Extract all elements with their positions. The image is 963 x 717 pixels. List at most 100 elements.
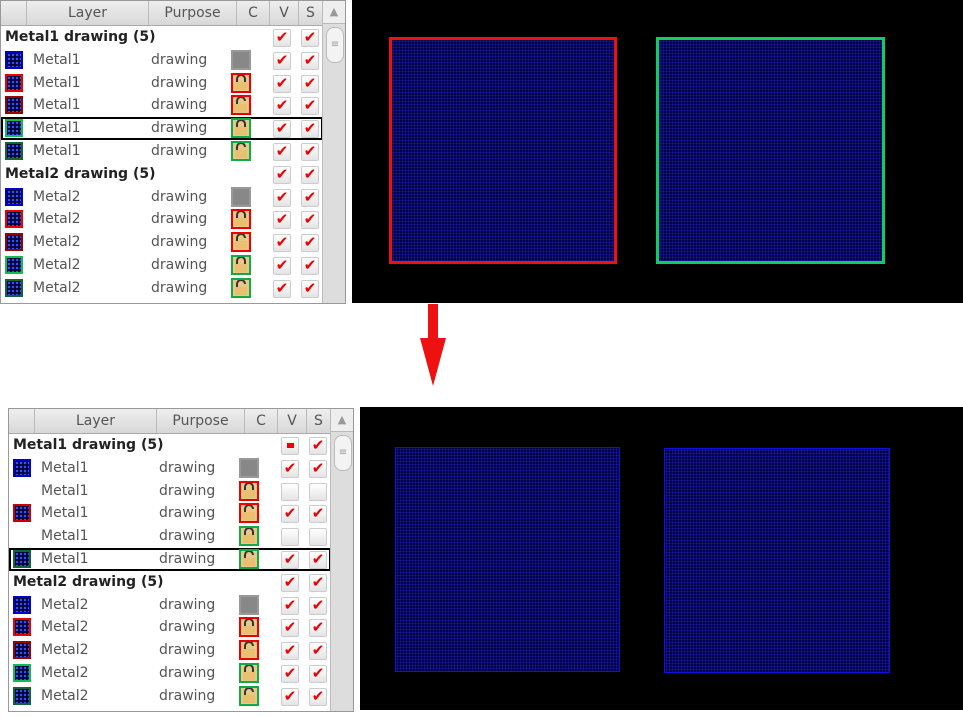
visible-checkbox[interactable]: ✔ bbox=[273, 279, 291, 298]
column-purpose[interactable]: Purpose bbox=[149, 1, 237, 25]
layout-canvas-after[interactable] bbox=[360, 407, 963, 710]
selectable-checkbox[interactable] bbox=[309, 482, 327, 501]
column-layer[interactable]: Layer bbox=[27, 1, 149, 25]
layer-row[interactable]: Metal1 drawing ✔ ✔ bbox=[1, 117, 323, 140]
visible-checkbox[interactable]: ✔ bbox=[273, 29, 291, 47]
selectable-checkbox[interactable]: ✔ bbox=[301, 279, 319, 298]
unlock-icon[interactable] bbox=[239, 685, 259, 706]
layer-row[interactable]: Metal2 drawing ✔ ✔ bbox=[1, 277, 323, 300]
visible-checkbox[interactable]: ✔ bbox=[273, 256, 291, 275]
metal-rectangle[interactable] bbox=[656, 37, 885, 264]
scroll-thumb[interactable]: ≡ bbox=[326, 27, 344, 63]
column-purpose[interactable]: Purpose bbox=[157, 409, 245, 433]
selectable-checkbox[interactable]: ✔ bbox=[309, 505, 327, 524]
visible-checkbox[interactable]: ✔ bbox=[281, 619, 299, 638]
visible-checkbox[interactable] bbox=[281, 437, 299, 455]
selectable-checkbox[interactable]: ✔ bbox=[301, 211, 319, 230]
visible-checkbox[interactable]: ✔ bbox=[273, 142, 291, 161]
lock-icon[interactable] bbox=[239, 526, 259, 547]
layer-group-row[interactable]: Metal1 drawing (5) ✔ bbox=[9, 434, 331, 457]
visible-checkbox[interactable]: ✔ bbox=[273, 188, 291, 207]
visible-checkbox[interactable]: ✔ bbox=[281, 664, 299, 683]
visible-checkbox[interactable]: ✔ bbox=[281, 596, 299, 615]
visible-checkbox[interactable]: ✔ bbox=[273, 234, 291, 253]
selectable-checkbox[interactable]: ✔ bbox=[309, 596, 327, 615]
selectable-checkbox[interactable]: ✔ bbox=[309, 687, 327, 706]
color-icon[interactable] bbox=[239, 457, 259, 478]
scrollbar[interactable]: ▲ ≡ bbox=[322, 1, 345, 303]
visible-checkbox[interactable] bbox=[281, 528, 299, 547]
selectable-checkbox[interactable]: ✔ bbox=[301, 234, 319, 253]
lock-icon[interactable] bbox=[231, 209, 251, 230]
selectable-checkbox[interactable]: ✔ bbox=[309, 550, 327, 569]
scroll-up-icon[interactable]: ▲ bbox=[331, 409, 353, 432]
unlock-icon[interactable] bbox=[239, 503, 259, 524]
column-v[interactable]: V bbox=[270, 1, 299, 25]
column-layer[interactable]: Layer bbox=[35, 409, 157, 433]
selectable-checkbox[interactable]: ✔ bbox=[301, 120, 319, 139]
layer-group-row[interactable]: Metal2 drawing (5) ✔ ✔ bbox=[9, 571, 331, 594]
selectable-checkbox[interactable]: ✔ bbox=[309, 619, 327, 638]
scroll-thumb[interactable]: ≡ bbox=[334, 435, 352, 471]
selectable-checkbox[interactable]: ✔ bbox=[309, 642, 327, 661]
selectable-checkbox[interactable]: ✔ bbox=[301, 256, 319, 275]
metal-rectangle[interactable] bbox=[664, 448, 890, 673]
column-swatch[interactable] bbox=[9, 409, 35, 433]
selectable-checkbox[interactable]: ✔ bbox=[309, 459, 327, 478]
scrollbar[interactable]: ▲ ≡ bbox=[330, 409, 353, 711]
layer-row[interactable]: Metal2 drawing ✔ ✔ bbox=[9, 594, 331, 617]
layer-row[interactable]: Metal2 drawing ✔ ✔ bbox=[9, 685, 331, 708]
column-v[interactable]: V bbox=[278, 409, 307, 433]
lock-icon[interactable] bbox=[239, 617, 259, 638]
layer-row[interactable]: Metal2 drawing ✔ ✔ bbox=[1, 254, 323, 277]
visible-checkbox[interactable]: ✔ bbox=[273, 211, 291, 230]
visible-checkbox[interactable] bbox=[281, 482, 299, 501]
visible-checkbox[interactable]: ✔ bbox=[273, 74, 291, 93]
visible-checkbox[interactable]: ✔ bbox=[281, 505, 299, 524]
selectable-checkbox[interactable]: ✔ bbox=[301, 51, 319, 70]
selectable-checkbox[interactable]: ✔ bbox=[301, 142, 319, 161]
column-s[interactable]: S bbox=[299, 1, 323, 25]
column-s[interactable]: S bbox=[307, 409, 331, 433]
layer-row[interactable]: Metal1 drawing bbox=[9, 480, 331, 503]
layer-row[interactable]: Metal1 drawing ✔ ✔ bbox=[1, 140, 323, 163]
layer-row[interactable]: Metal2 drawing ✔ ✔ bbox=[1, 231, 323, 254]
scroll-up-icon[interactable]: ▲ bbox=[323, 1, 345, 24]
layer-row[interactable]: Metal2 drawing ✔ ✔ bbox=[1, 186, 323, 209]
layer-group-row[interactable]: Metal1 drawing (5) ✔ ✔ bbox=[1, 26, 323, 49]
visible-checkbox[interactable]: ✔ bbox=[273, 51, 291, 70]
selectable-checkbox[interactable]: ✔ bbox=[301, 188, 319, 207]
selectable-checkbox[interactable]: ✔ bbox=[301, 97, 319, 116]
layout-canvas-before[interactable] bbox=[352, 0, 963, 303]
unlock-icon[interactable] bbox=[231, 140, 251, 161]
lock-icon[interactable] bbox=[231, 118, 251, 139]
color-icon[interactable] bbox=[231, 49, 251, 70]
lock-icon[interactable] bbox=[239, 662, 259, 683]
selectable-checkbox[interactable] bbox=[309, 528, 327, 547]
unlock-icon[interactable] bbox=[239, 640, 259, 661]
metal-rectangle[interactable] bbox=[395, 447, 620, 672]
selectable-checkbox[interactable]: ✔ bbox=[309, 573, 327, 592]
visible-checkbox[interactable]: ✔ bbox=[281, 687, 299, 706]
selectable-checkbox[interactable]: ✔ bbox=[309, 437, 327, 455]
layer-group-row[interactable]: Metal2 drawing (5) ✔ ✔ bbox=[1, 163, 323, 186]
unlock-icon[interactable] bbox=[231, 277, 251, 298]
visible-checkbox[interactable]: ✔ bbox=[273, 165, 291, 184]
visible-checkbox[interactable]: ✔ bbox=[273, 120, 291, 139]
unlock-icon[interactable] bbox=[239, 548, 259, 569]
layer-row[interactable]: Metal1 drawing ✔ ✔ bbox=[9, 547, 331, 571]
visible-checkbox[interactable]: ✔ bbox=[281, 550, 299, 569]
layer-row[interactable]: Metal2 drawing ✔ ✔ bbox=[9, 639, 331, 662]
color-icon[interactable] bbox=[239, 594, 259, 615]
layer-row[interactable]: Metal1 drawing ✔ ✔ bbox=[1, 72, 323, 95]
layer-row[interactable]: Metal2 drawing ✔ ✔ bbox=[9, 662, 331, 685]
layer-row[interactable]: Metal2 drawing ✔ ✔ bbox=[1, 208, 323, 231]
selectable-checkbox[interactable]: ✔ bbox=[309, 664, 327, 683]
lock-icon[interactable] bbox=[231, 254, 251, 275]
unlock-icon[interactable] bbox=[231, 232, 251, 253]
layer-row[interactable]: Metal1 drawing ✔ ✔ bbox=[1, 49, 323, 72]
layer-row[interactable]: Metal1 drawing ✔ ✔ bbox=[1, 94, 323, 117]
column-swatch[interactable] bbox=[1, 1, 27, 25]
column-c[interactable]: C bbox=[237, 1, 270, 25]
layer-row[interactable]: Metal2 drawing ✔ ✔ bbox=[9, 616, 331, 639]
